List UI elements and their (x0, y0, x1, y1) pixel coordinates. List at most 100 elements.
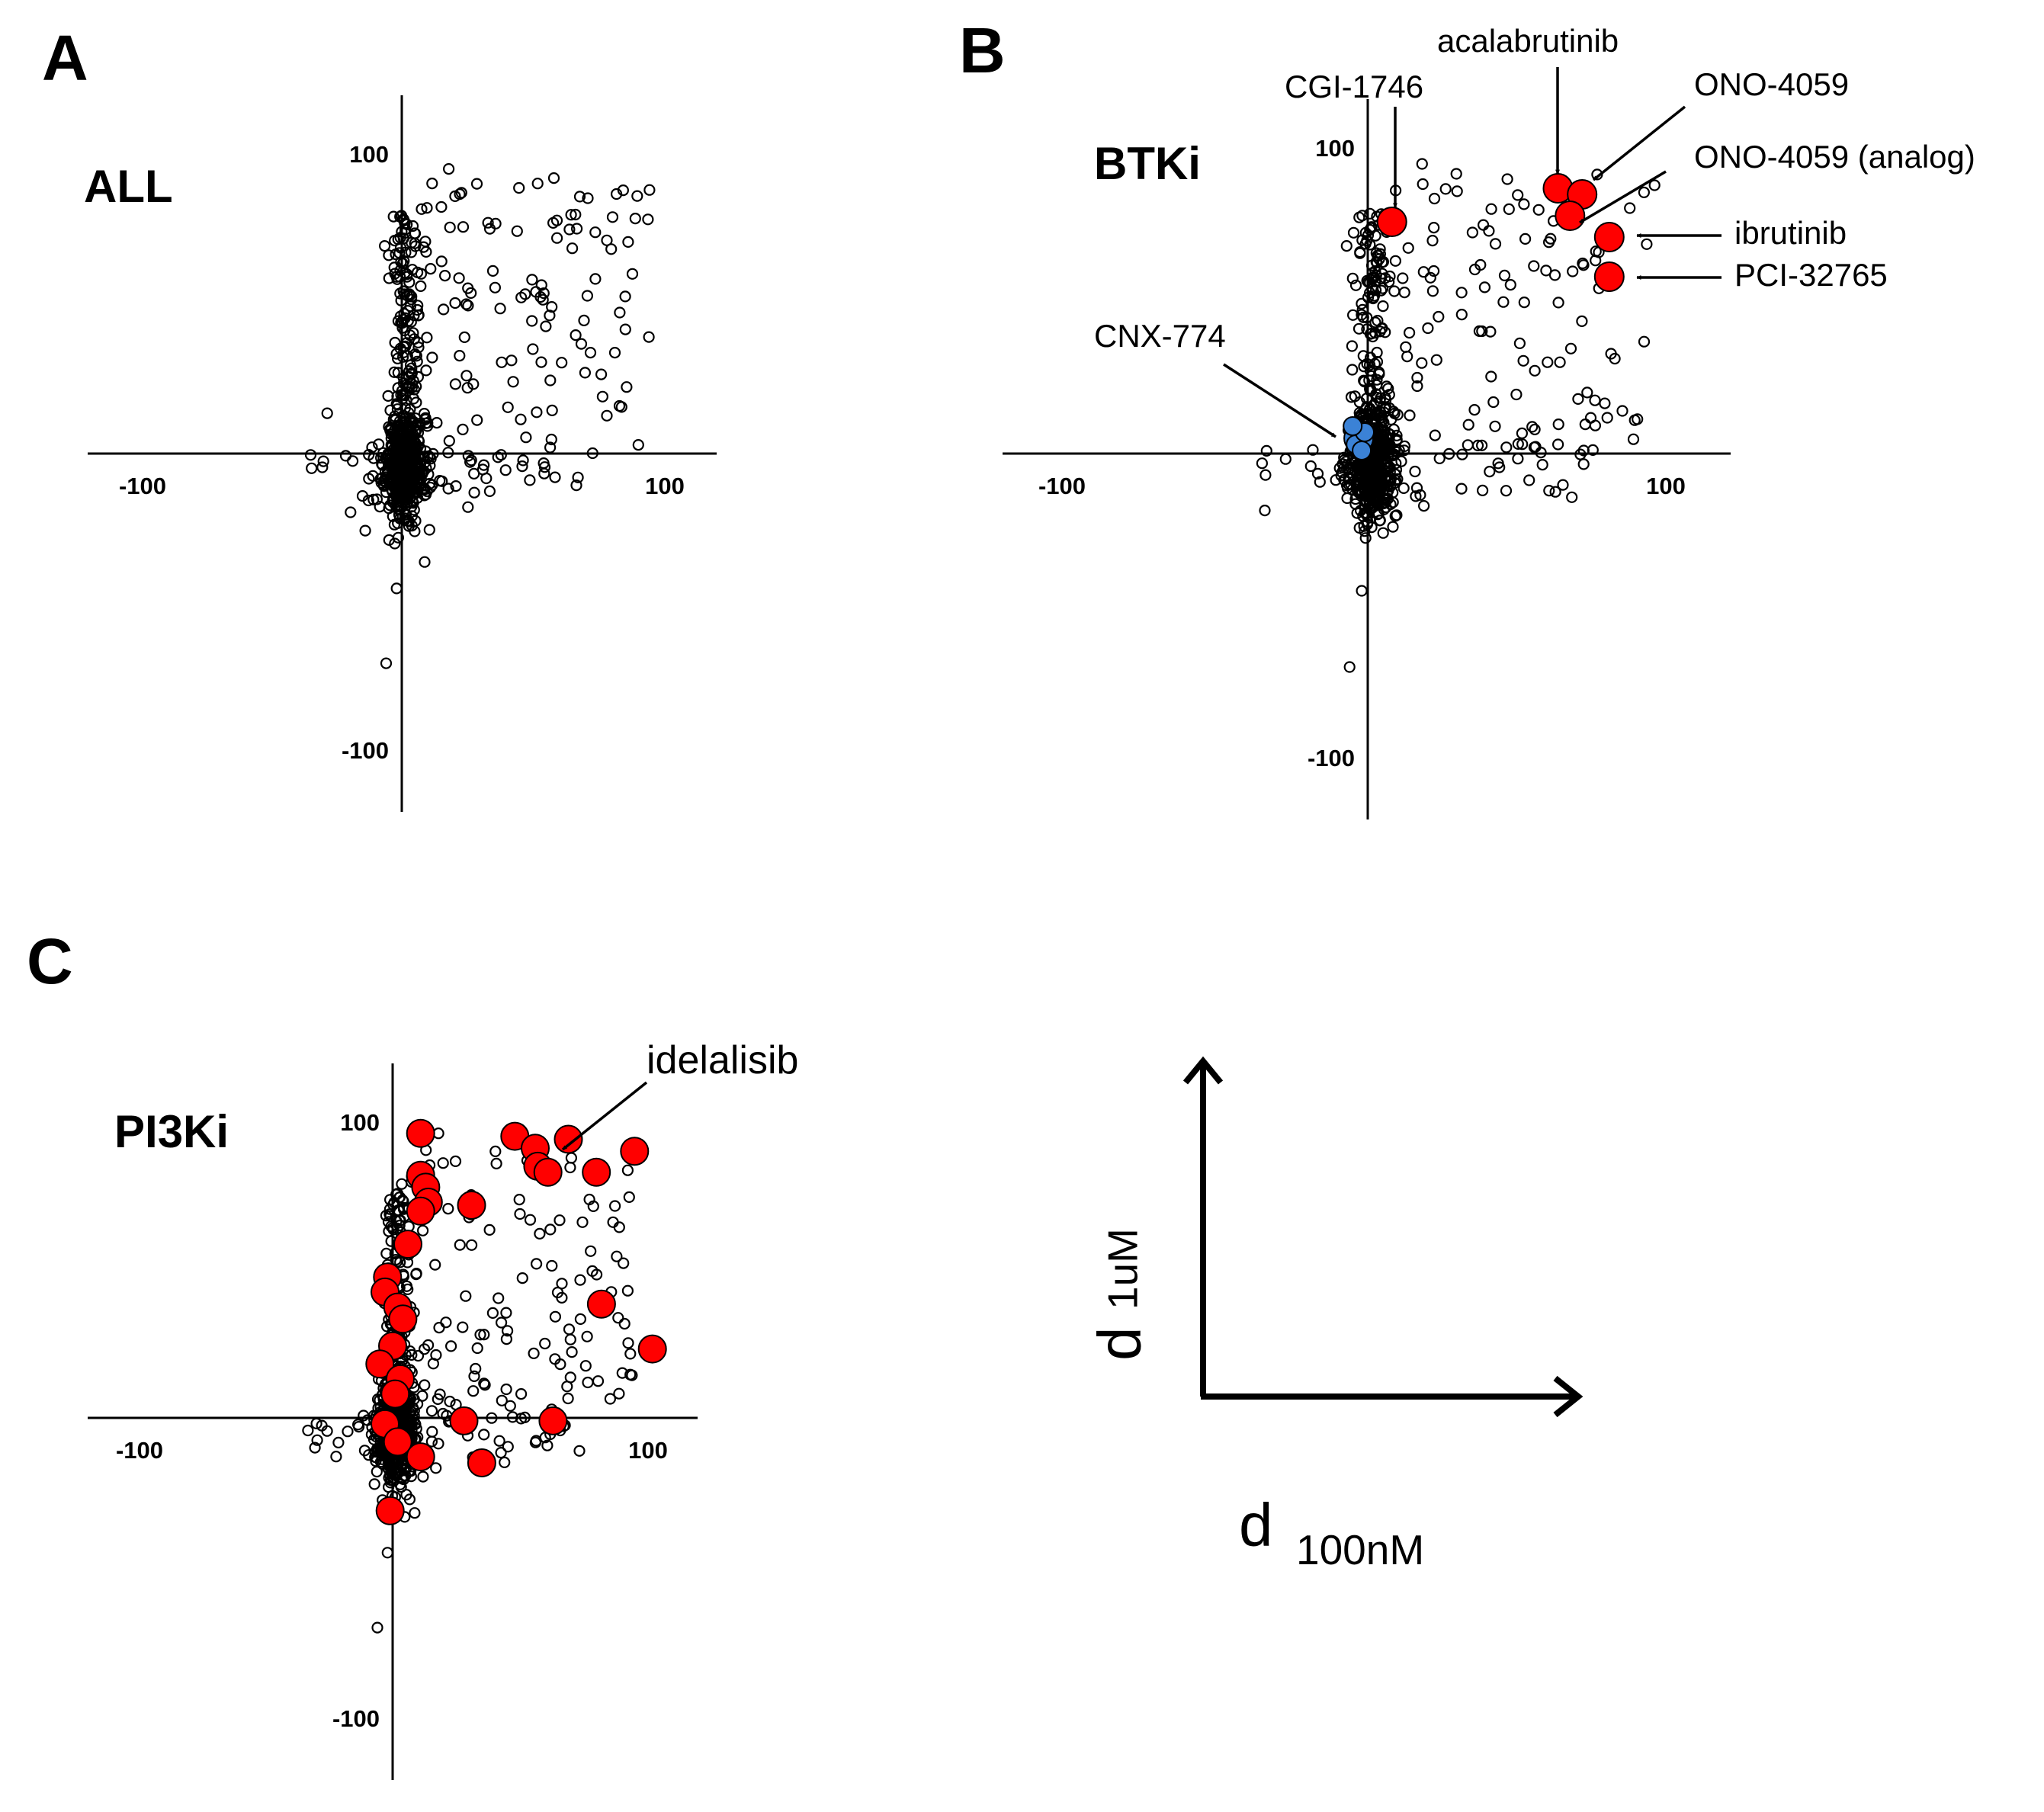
scatter-point (534, 1227, 546, 1240)
annotation-acalabrutinib: acalabrutinib (1437, 23, 1619, 59)
scatter-point (403, 365, 416, 377)
y-tick-label-min: -100 (332, 1705, 380, 1732)
scatter-point (1343, 661, 1356, 673)
scatter-point (1483, 225, 1495, 237)
scatter-point (442, 1202, 454, 1215)
scatter-point (610, 188, 623, 200)
scatter-point (572, 471, 584, 483)
scatter-point (549, 1310, 562, 1323)
scatter-point (392, 1204, 405, 1217)
scatter-point (642, 213, 654, 226)
scatter-point (1473, 325, 1486, 337)
scatter-point (1377, 527, 1389, 539)
scatter-point (1638, 186, 1650, 198)
scatter-point (495, 1317, 508, 1329)
scatter-point (1503, 203, 1515, 215)
scatter-point (502, 401, 514, 413)
scatter-point (421, 202, 433, 214)
scatter-point (388, 460, 400, 473)
scatter-point (426, 479, 438, 491)
scatter-point (1500, 441, 1513, 454)
scatter-point (388, 366, 400, 378)
scatter-point (422, 417, 434, 429)
scatter-point (1549, 486, 1561, 498)
scatter-point (1648, 179, 1661, 191)
scatter-point (1416, 357, 1428, 369)
scatter-point (1529, 423, 1541, 436)
scatter-point (362, 494, 374, 507)
scatter-point (425, 263, 437, 275)
scatter-point (403, 449, 415, 461)
scatter-point (1346, 309, 1359, 321)
scatter-point (332, 1436, 345, 1449)
scatter-point (394, 265, 406, 277)
highlight-point (554, 1124, 583, 1154)
scatter-point (606, 211, 619, 223)
scatter-point (1377, 492, 1390, 504)
scatter-point (359, 524, 371, 537)
scatter-point (342, 1426, 354, 1438)
scatter-point (1475, 439, 1488, 451)
scatter-point (513, 181, 525, 194)
scatter-point (1367, 271, 1379, 284)
scatter-point (1416, 158, 1428, 170)
highlight-point (586, 1289, 616, 1319)
scatter-point (383, 249, 395, 261)
scatter-point (1411, 380, 1423, 393)
scatter-point (1357, 350, 1369, 362)
scatter-point (524, 1214, 537, 1226)
scatter-point (450, 479, 462, 492)
scatter-point (461, 382, 473, 394)
scatter-point (515, 291, 528, 303)
scatter-point (501, 1325, 514, 1337)
highlight-point (1593, 222, 1625, 252)
scatter-point (1356, 585, 1368, 597)
scatter-point (493, 1292, 505, 1304)
scatter-point (1353, 461, 1366, 473)
scatter-point (624, 1348, 637, 1360)
scatter-point (1439, 183, 1452, 195)
scatter-point (412, 336, 425, 348)
annotation-ono-4059: ONO-4059 (1694, 66, 1849, 102)
x-tick-label-min: -100 (119, 473, 166, 499)
scatter-point (380, 452, 392, 464)
scatter-point (483, 485, 496, 498)
scatter-point (1518, 198, 1530, 210)
panel-title: PI3Ki (114, 1106, 229, 1157)
scatter-point (468, 1370, 480, 1383)
scatter-point (449, 378, 462, 390)
scatter-point (566, 1345, 578, 1358)
scatter-point (406, 1349, 418, 1361)
scatter-point (619, 323, 631, 335)
scatter-point (1424, 271, 1436, 284)
scatter-point (611, 1250, 623, 1262)
scatter-point (438, 303, 450, 316)
scatter-point (444, 221, 456, 233)
scatter-point (426, 351, 438, 364)
highlight-point (457, 1191, 486, 1220)
scatter-point (396, 322, 409, 334)
axis-legend: d 1uM d 100nM (1086, 1056, 1584, 1573)
scatter-point (398, 288, 411, 300)
scatter-point (379, 240, 391, 252)
panel-title: BTKi (1094, 138, 1201, 189)
scatter-point (1513, 337, 1526, 349)
scatter-point (432, 1438, 444, 1450)
scatter-point (381, 1547, 393, 1559)
scatter-point (613, 399, 626, 412)
scatter-point (310, 1417, 322, 1430)
scatter-point (457, 1321, 469, 1333)
annotation-pci-32765: PCI-32765 (1734, 257, 1888, 293)
scatter-point (1554, 356, 1566, 368)
scatter-point (489, 1145, 502, 1158)
scatter-point (393, 247, 406, 259)
legend-y-label: d (1086, 1327, 1154, 1361)
scatter-point (526, 315, 538, 327)
scatter-point (404, 403, 416, 415)
highlight-point (393, 1230, 422, 1259)
scatter-point (506, 1411, 519, 1423)
scatter-point (589, 226, 602, 239)
scatter-point (1410, 490, 1422, 502)
scatter-point (500, 1333, 513, 1345)
